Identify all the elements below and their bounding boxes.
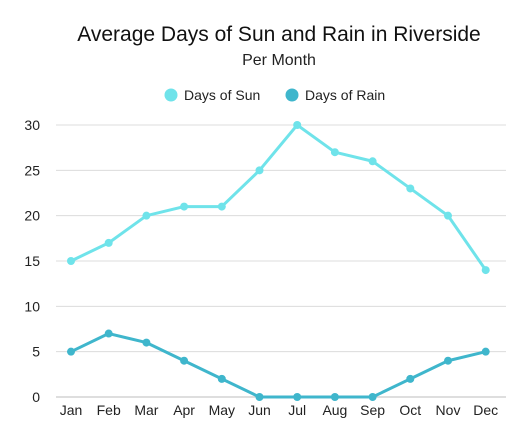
legend-item-sun[interactable]: Days of Sun	[164, 87, 261, 103]
y-tick-label: 30	[24, 117, 40, 133]
data-point[interactable]	[293, 121, 302, 129]
y-tick-label: 5	[32, 344, 40, 360]
data-point[interactable]	[330, 393, 339, 401]
data-point[interactable]	[255, 393, 264, 401]
data-point[interactable]	[217, 374, 226, 383]
legend-item-rain[interactable]: Days of Rain	[285, 87, 386, 103]
y-tick-label: 10	[24, 298, 40, 314]
y-tick-label: 25	[24, 162, 40, 178]
legend-label-sun: Days of Sun	[184, 87, 260, 103]
x-tick-label: Jan	[60, 402, 83, 418]
series	[67, 121, 490, 401]
data-point[interactable]	[406, 184, 415, 193]
series-rain	[67, 329, 490, 401]
series-sun	[67, 121, 490, 275]
x-tick-label: May	[209, 402, 235, 418]
data-point[interactable]	[142, 338, 151, 347]
data-point[interactable]	[444, 356, 452, 365]
x-tick-label: Oct	[399, 402, 421, 418]
y-tick-label: 15	[24, 253, 40, 269]
data-point[interactable]	[180, 202, 189, 211]
x-tick-label: Feb	[97, 402, 121, 418]
data-point[interactable]	[255, 166, 264, 175]
y-tick-label: 20	[24, 208, 40, 224]
x-tick-label: Nov	[436, 402, 461, 418]
x-tick-label: Sep	[360, 402, 385, 418]
data-point[interactable]	[104, 238, 113, 247]
legend-marker-rain	[285, 88, 299, 102]
legend: Days of Sun Days of Rain	[164, 87, 386, 103]
x-tick-label: Aug	[322, 402, 347, 418]
data-point[interactable]	[67, 347, 75, 356]
data-point[interactable]	[368, 157, 377, 166]
data-point[interactable]	[481, 347, 490, 356]
y-axis-ticks: 0 5 10 15 20 25 30	[24, 117, 40, 405]
data-point[interactable]	[142, 211, 151, 220]
legend-label-rain: Days of Rain	[305, 87, 385, 103]
chart-subtitle: Per Month	[242, 52, 316, 69]
chart-title: Average Days of Sun and Rain in Riversid…	[77, 23, 481, 46]
x-tick-label: Jun	[248, 402, 271, 418]
x-tick-label: Jul	[288, 402, 306, 418]
data-point[interactable]	[406, 374, 415, 383]
data-point[interactable]	[293, 393, 302, 401]
data-point[interactable]	[67, 257, 75, 265]
data-point[interactable]	[104, 329, 113, 338]
data-point[interactable]	[481, 266, 490, 275]
series-line	[69, 332, 488, 399]
legend-marker-sun	[164, 88, 178, 102]
data-point[interactable]	[180, 356, 189, 365]
gridlines	[56, 124, 506, 398]
data-point[interactable]	[217, 202, 226, 211]
x-tick-label: Apr	[173, 402, 195, 418]
x-tick-label: Dec	[473, 402, 498, 418]
x-axis-ticks: Jan Feb Mar Apr May Jun Jul Aug Sep Oct Nov Dec	[60, 402, 498, 418]
series-line	[69, 123, 488, 272]
data-point[interactable]	[330, 148, 339, 157]
data-point[interactable]	[368, 393, 377, 401]
data-point[interactable]	[444, 211, 452, 220]
x-tick-label: Mar	[134, 402, 158, 418]
y-tick-label: 0	[32, 389, 40, 405]
